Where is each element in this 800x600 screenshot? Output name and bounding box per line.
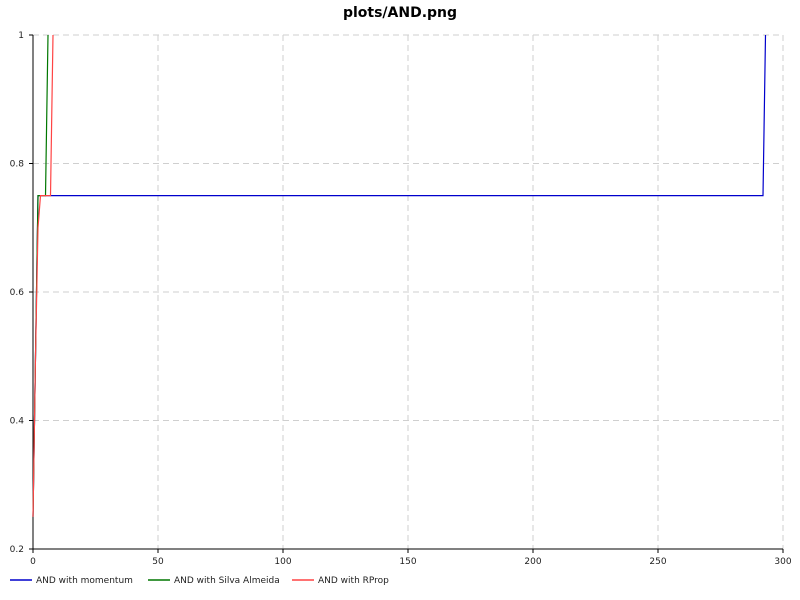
axes: 0 50 100 150 200 250 300 0.2 0.4 0.6 0.8 1	[10, 31, 792, 567]
legend-label-2: AND with RProp	[318, 576, 389, 586]
x-tick-label: 200	[524, 557, 541, 567]
y-tick-label: 1	[18, 31, 24, 41]
series-line-1	[32, 34, 49, 517]
x-tick-label: 50	[152, 557, 164, 567]
legend-label-0: AND with momentum	[36, 576, 133, 586]
series-lines	[32, 34, 767, 517]
y-tick-label: 0.2	[10, 545, 24, 555]
series-line-2	[32, 34, 54, 517]
x-tick-label: 100	[274, 557, 291, 567]
legend-label-1: AND with Silva Almeida	[174, 576, 280, 586]
x-tick-label: 150	[399, 557, 416, 567]
x-tick-label: 0	[30, 557, 36, 567]
x-tick-label: 250	[649, 557, 666, 567]
series-line-0	[32, 34, 767, 517]
y-tick-label: 0.6	[10, 288, 25, 298]
legend: AND with momentum AND with Silva Almeida A…	[10, 576, 389, 586]
y-tick-label: 0.8	[10, 160, 25, 170]
grid	[33, 34, 784, 549]
x-tick-label: 300	[774, 557, 791, 567]
y-tick-label: 0.4	[10, 417, 25, 427]
chart-title: plots/AND.png	[343, 5, 457, 21]
